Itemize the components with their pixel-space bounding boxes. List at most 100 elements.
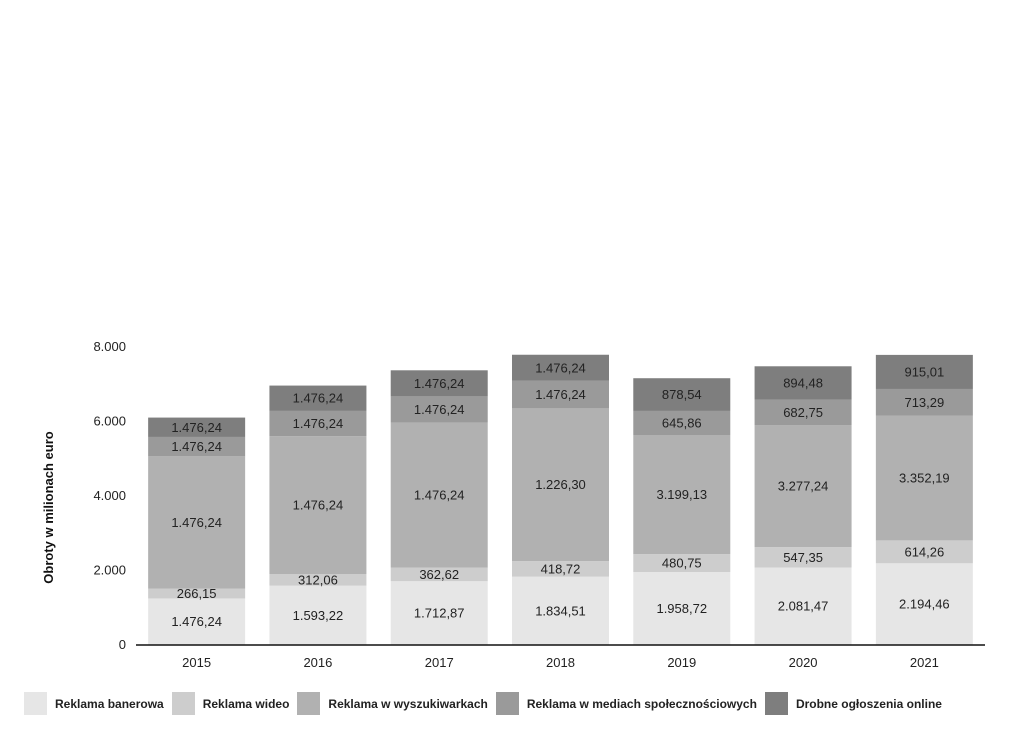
data-label: 1.476,24 xyxy=(171,614,222,629)
bar-segment xyxy=(633,554,731,573)
data-label: 1.476,24 xyxy=(293,391,344,406)
bar-segment xyxy=(875,388,973,416)
data-label: 1.958,72 xyxy=(656,601,707,616)
data-label: 418,72 xyxy=(541,561,581,576)
data-label: 2.081,47 xyxy=(778,599,829,614)
legend-label: Reklama banerowa xyxy=(55,696,164,711)
legend-swatch xyxy=(495,692,519,715)
data-label: 362,62 xyxy=(419,567,459,582)
data-label: 1.476,24 xyxy=(171,439,222,454)
bar-segment xyxy=(875,540,973,564)
data-label: 312,06 xyxy=(298,572,338,587)
legend-label: Reklama w mediach społecznościowych xyxy=(526,696,757,711)
bar-segment xyxy=(754,425,852,548)
data-label: 2.194,46 xyxy=(899,597,950,612)
data-label: 547,35 xyxy=(783,550,823,565)
data-label: 1.712,87 xyxy=(414,606,465,621)
y-tick-label: 8.000 xyxy=(93,339,126,354)
bar-segment xyxy=(148,588,246,599)
x-tick-label: 2018 xyxy=(546,655,575,670)
legend: Reklama banerowa Reklama wideo Reklama w w… xyxy=(24,692,950,715)
bar-segment xyxy=(754,366,852,400)
bar-segment xyxy=(875,563,973,645)
bar-segment xyxy=(633,410,731,435)
data-label: 3.277,24 xyxy=(778,479,829,494)
x-tick-label: 2019 xyxy=(667,655,696,670)
y-tick-label: 6.000 xyxy=(93,414,126,429)
y-tick-label: 2.000 xyxy=(93,563,126,578)
legend-swatch xyxy=(764,692,788,715)
bar-segment xyxy=(269,385,367,411)
bar-segment xyxy=(512,354,609,381)
bar-segment xyxy=(390,396,488,423)
legend-item: Reklama w mediach społecznościowych xyxy=(495,692,757,715)
bar-segment xyxy=(633,434,731,555)
y-tick-label: 4.000 xyxy=(93,488,126,503)
bar-segment xyxy=(269,585,367,645)
bar-segment xyxy=(148,417,246,437)
bar-segment xyxy=(512,561,609,577)
legend-label: Reklama w wyszukiwarkach xyxy=(328,696,488,711)
bar-segment xyxy=(754,567,852,645)
data-label: 1.476,24 xyxy=(293,498,344,513)
bar-segment xyxy=(148,598,246,645)
y-axis: 0 2.000 4.000 6.000 8.000 xyxy=(93,339,126,652)
bar-segment xyxy=(875,354,973,389)
bar-segment xyxy=(390,370,488,397)
data-label: 1.593,22 xyxy=(293,608,344,623)
y-axis-title: Obroty w milionach euro xyxy=(41,431,56,583)
data-label: 614,26 xyxy=(904,544,944,559)
data-label: 645,86 xyxy=(662,415,702,430)
bar-segment xyxy=(269,410,367,437)
data-label: 266,15 xyxy=(177,586,217,601)
data-label: 1.476,24 xyxy=(414,402,465,417)
bar-segment xyxy=(390,581,488,645)
legend-item: Reklama w wyszukiwarkach xyxy=(297,692,488,715)
bar-segment xyxy=(633,572,731,645)
data-label: 3.352,19 xyxy=(899,470,950,485)
bar-segment xyxy=(390,422,488,568)
bar-segment xyxy=(390,567,488,582)
data-label: 894,48 xyxy=(783,375,823,390)
x-tick-label: 2016 xyxy=(303,655,332,670)
x-tick-label: 2021 xyxy=(910,655,939,670)
data-label: 915,01 xyxy=(904,364,944,379)
legend-label: Reklama wideo xyxy=(202,696,290,711)
data-label: 1.476,24 xyxy=(414,376,465,391)
bar-segment xyxy=(512,380,609,409)
data-label: 1.476,24 xyxy=(535,360,586,375)
legend-label: Drobne ogłoszenia online xyxy=(795,696,942,711)
x-tick-label: 2015 xyxy=(182,655,211,670)
data-label: 3.199,13 xyxy=(656,487,707,502)
data-label: 480,75 xyxy=(662,556,702,571)
bar-segment xyxy=(754,547,852,568)
bar-segment xyxy=(633,378,731,411)
bar-segment xyxy=(875,415,973,541)
data-label: 1.476,24 xyxy=(535,387,586,402)
bar-segment xyxy=(269,436,367,575)
y-tick-label: 0 xyxy=(119,637,126,652)
x-axis: 2015 2016 2017 2018 2019 2020 2021 xyxy=(182,655,939,670)
x-tick-label: 2020 xyxy=(789,655,818,670)
legend-item: Reklama wideo xyxy=(171,692,290,715)
bar-segment xyxy=(148,436,246,457)
bar-segment xyxy=(512,576,609,645)
bars: 1.476,24 266,15 1.476,24 1.476,24 1.476,24 1.… xyxy=(148,354,973,645)
stacked-bar-chart: Obroty w milionach euro 0 2.000 4.000 6.000… xyxy=(41,339,985,670)
x-tick-label: 2017 xyxy=(425,655,454,670)
data-label: 1.476,24 xyxy=(171,515,222,530)
legend-swatch xyxy=(171,692,195,715)
legend-item: Drobne ogłoszenia online xyxy=(764,692,942,715)
data-label: 1.226,30 xyxy=(535,477,586,492)
data-label: 713,29 xyxy=(904,395,944,410)
bar-segment xyxy=(754,399,852,426)
legend-item: Reklama banerowa xyxy=(24,692,164,715)
data-label: 878,54 xyxy=(662,387,702,402)
data-label: 1.476,24 xyxy=(414,488,465,503)
legend-swatch xyxy=(24,692,47,715)
data-label: 1.476,24 xyxy=(293,416,344,431)
bar-segment xyxy=(148,456,246,589)
legend-swatch xyxy=(297,692,321,715)
bar-segment xyxy=(269,574,367,586)
bar-segment xyxy=(512,408,609,562)
